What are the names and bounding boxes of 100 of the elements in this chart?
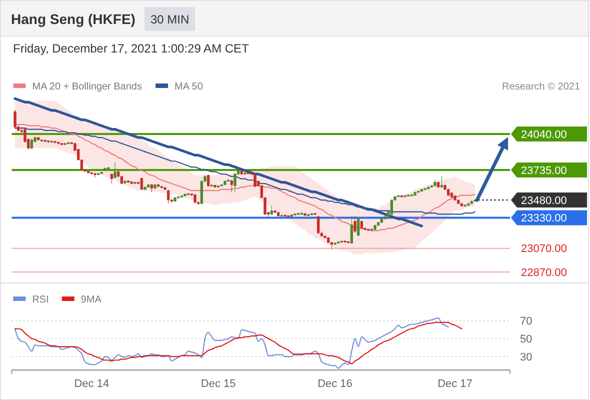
candlestick: [134, 182, 136, 184]
legend-label: MA 50: [174, 82, 204, 92]
candlestick: [424, 188, 426, 190]
candlestick: [310, 212, 314, 216]
candlestick: [240, 170, 244, 175]
candlestick: [96, 172, 100, 176]
candlestick: [156, 184, 160, 188]
x-tick-label: Dec 14: [74, 378, 110, 390]
y-tick-label: 70: [520, 316, 532, 328]
candlestick: [390, 199, 394, 216]
candlestick: [304, 212, 306, 216]
candlestick: [194, 194, 196, 204]
y-tick-label: 23330.00: [521, 212, 567, 225]
candlestick: [464, 204, 466, 207]
y-tick-label: 22870.00: [521, 266, 567, 279]
candlestick: [470, 200, 474, 204]
candlestick: [316, 216, 320, 234]
candlestick: [454, 195, 456, 201]
candlestick: [140, 177, 144, 190]
candlestick: [216, 185, 220, 188]
candlestick: [270, 206, 274, 216]
candlestick: [314, 212, 316, 216]
x-tick-label: Dec 16: [318, 378, 352, 390]
candlestick: [124, 180, 126, 184]
candlestick: [300, 212, 304, 216]
candlestick: [410, 194, 414, 196]
candlestick: [154, 184, 156, 190]
candlestick: [460, 202, 464, 207]
candlestick: [166, 190, 170, 204]
candlestick: [376, 222, 380, 226]
candlestick: [466, 202, 470, 206]
candlestick: [214, 184, 216, 188]
candlestick: [234, 172, 236, 193]
candlestick: [290, 214, 294, 218]
candlestick: [164, 186, 166, 190]
candlestick: [184, 193, 186, 197]
candlestick: [180, 195, 184, 198]
candlestick: [396, 194, 400, 198]
candlestick: [44, 140, 46, 142]
candlestick: [224, 180, 226, 186]
text: Friday, December 17, 2021 1:00:29 AM CET: [13, 42, 250, 56]
legend-label: 9MA: [80, 294, 102, 306]
candlestick: [324, 235, 326, 239]
candlestick: [306, 214, 310, 216]
candlestick: [450, 192, 454, 198]
candlestick: [64, 142, 66, 146]
candlestick: [226, 179, 230, 182]
y-tick-label: 50: [520, 333, 532, 346]
candlestick: [14, 110, 16, 128]
x-tick-label: Dec 15: [200, 378, 236, 390]
candlestick: [414, 192, 416, 196]
candlestick: [56, 141, 60, 145]
candlestick: [254, 173, 256, 188]
candlestick: [426, 186, 430, 190]
candlestick: [106, 166, 110, 170]
candlestick: [230, 180, 234, 193]
candlestick: [296, 212, 300, 216]
candlestick: [360, 220, 364, 230]
candlestick: [130, 180, 134, 184]
candlestick: [336, 241, 340, 244]
candlestick: [110, 173, 114, 184]
candlestick: [174, 196, 176, 202]
candlestick: [434, 179, 436, 187]
line-series: [14, 322, 462, 364]
legend-label: MA 20 + Bollinger Bands: [32, 82, 142, 92]
candlestick: [176, 196, 180, 199]
line-series: [14, 124, 476, 232]
candlestick: [350, 216, 354, 244]
candlestick: [380, 218, 384, 224]
candlestick: [60, 142, 64, 146]
candlestick: [406, 194, 410, 197]
y-tick-label: 23070.00: [521, 243, 567, 256]
candlestick: [126, 180, 130, 184]
candlestick: [90, 171, 94, 174]
candlestick: [210, 184, 214, 187]
candlestick: [146, 184, 150, 188]
y-tick-label: 24040.00: [521, 128, 567, 141]
candlestick: [274, 210, 276, 214]
text: Research © 2021: [502, 82, 580, 92]
candlestick: [114, 162, 116, 178]
candlestick: [220, 184, 224, 187]
candlestick: [334, 242, 336, 246]
candlestick: [46, 140, 50, 144]
candlestick: [420, 188, 424, 192]
candlestick: [356, 217, 360, 236]
candlestick: [294, 213, 296, 216]
candlestick: [186, 193, 190, 196]
chart-title: Hang Seng (HKFE): [11, 11, 136, 27]
y-tick-label: 23480.00: [521, 194, 567, 207]
x-tick-label: Dec 17: [438, 378, 472, 390]
candlestick: [244, 172, 246, 175]
candlestick: [440, 176, 444, 188]
candlestick: [416, 190, 420, 194]
candlestick: [104, 167, 106, 172]
candlestick: [144, 186, 146, 190]
candlestick: [436, 182, 440, 188]
candlestick: [54, 140, 56, 144]
y-tick-label: 30: [520, 351, 532, 364]
candlestick: [276, 212, 280, 217]
candlestick: [40, 139, 44, 142]
